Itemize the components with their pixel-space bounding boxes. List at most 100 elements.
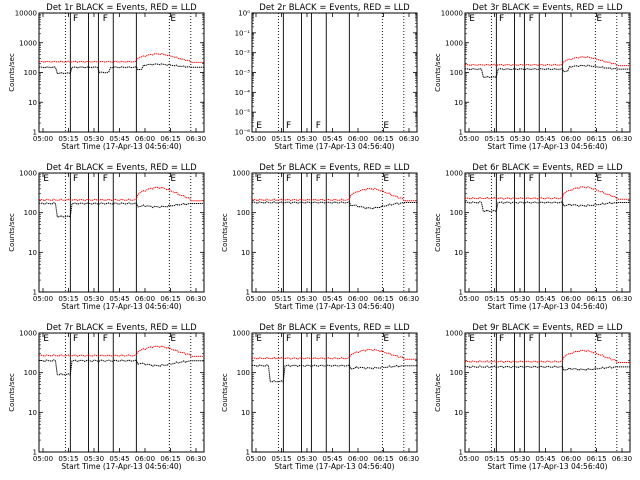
plot-frame [251, 172, 418, 293]
lld-series-line [251, 187, 417, 202]
x-tick-label: 06:30 [186, 295, 206, 303]
x-tick-label: 05:15 [58, 135, 78, 143]
plot-frame [464, 12, 631, 133]
y-axis-label: Counts/sec [8, 53, 16, 92]
mode-flag: E [469, 174, 475, 184]
y-tick-label: 100 [24, 369, 37, 377]
panel-title: Det 7r BLACK = Events, RED = LLD [46, 323, 197, 333]
plot-frame [251, 12, 418, 133]
x-tick-label: 05:15 [484, 135, 504, 143]
mode-flag: F [499, 174, 504, 184]
y-tick-label: 10 [454, 249, 463, 257]
x-tick-label: 05:15 [271, 135, 291, 143]
lld-series-line [251, 348, 417, 360]
mode-flag: F [73, 14, 78, 24]
x-axis-label: Start Time (17-Apr-13 04:56:40) [487, 302, 607, 311]
x-tick-label: 06:00 [561, 455, 581, 463]
panel-title: Det 6r BLACK = Events, RED = LLD [472, 163, 623, 173]
plot-frame [38, 172, 205, 293]
x-tick-label: 06:15 [586, 455, 606, 463]
x-tick-label: 05:00 [459, 135, 479, 143]
x-tick-label: 05:00 [246, 455, 266, 463]
mode-flag: F [286, 174, 291, 184]
plot-frame [38, 332, 205, 453]
mode-flag: F [103, 174, 108, 184]
mode-flag: F [286, 121, 291, 131]
mode-flag: E [170, 174, 176, 184]
x-tick-label: 06:00 [348, 295, 368, 303]
events-series-line [465, 64, 630, 79]
y-tick-label: 100 [450, 209, 463, 217]
mode-flag: F [73, 334, 78, 344]
mode-flag: F [529, 174, 534, 184]
panel-title: Det 1r BLACK = Events, RED = LLD [46, 3, 197, 13]
mode-flag: E [170, 334, 176, 344]
lld-series-line [38, 186, 204, 202]
x-tick-label: 05:30 [84, 455, 104, 463]
lld-series-line [39, 53, 204, 63]
y-tick-label: 10⁻³ [235, 69, 251, 77]
y-tick-label: 100 [237, 209, 250, 217]
x-tick-label: 06:15 [373, 295, 393, 303]
x-axis-label: Start Time (17-Apr-13 04:56:40) [274, 142, 394, 151]
y-tick-label: 10⁻⁶ [235, 129, 251, 137]
mode-flag: F [286, 334, 291, 344]
x-tick-label: 06:15 [160, 455, 180, 463]
y-axis-label: Counts/sec [8, 213, 16, 252]
y-tick-label: 1 [33, 449, 37, 457]
x-tick-label: 06:15 [160, 135, 180, 143]
panel-det-6: Det 6r BLACK = Events, RED = LLD 1 10 100 10… [434, 163, 632, 311]
mode-flag: E [383, 121, 389, 131]
panel-det-3: Det 3r BLACK = Events, RED = LLD 1 10 100 10… [434, 3, 632, 151]
mode-flag: E [596, 334, 602, 344]
events-series-line [251, 364, 417, 384]
x-tick-label: 06:15 [586, 135, 606, 143]
x-tick-label: 05:30 [297, 455, 317, 463]
plot-frame [464, 332, 631, 453]
events-series-line [38, 202, 204, 219]
mode-flag: F [103, 14, 108, 24]
x-tick-label: 05:30 [510, 455, 530, 463]
x-tick-label: 05:45 [322, 135, 342, 143]
x-tick-label: 06:30 [612, 135, 632, 143]
panel-det-7: Det 7r BLACK = Events, RED = LLD 1 10 100 10… [8, 323, 206, 471]
x-tick-label: 05:45 [109, 135, 129, 143]
x-tick-label: 06:15 [586, 295, 606, 303]
plot-frame [251, 332, 418, 453]
mode-flag: F [316, 334, 321, 344]
x-tick-label: 05:30 [84, 135, 104, 143]
mode-flag: F [103, 334, 108, 344]
y-tick-label: 10000 [441, 10, 463, 18]
y-tick-label: 10 [241, 409, 250, 417]
y-tick-label: 10000 [15, 10, 37, 18]
y-tick-label: 10⁰ [238, 10, 250, 18]
x-axis-label: Start Time (17-Apr-13 04:56:40) [274, 302, 394, 311]
x-tick-label: 05:30 [510, 135, 530, 143]
x-tick-label: 06:30 [186, 455, 206, 463]
x-tick-label: 06:15 [373, 455, 393, 463]
y-tick-label: 1 [459, 289, 463, 297]
x-tick-label: 05:45 [535, 295, 555, 303]
y-tick-label: 10 [241, 249, 250, 257]
mode-flag: E [170, 14, 176, 24]
events-series-line [38, 359, 204, 377]
x-tick-label: 05:45 [322, 455, 342, 463]
panel-det-5: Det 5r BLACK = Events, RED = LLD 1 10 100 10… [221, 163, 419, 311]
panel-title: Det 4r BLACK = Events, RED = LLD [46, 163, 197, 173]
y-tick-label: 100 [237, 369, 250, 377]
x-tick-label: 05:15 [271, 295, 291, 303]
events-series-line [251, 201, 417, 210]
y-tick-label: 10 [28, 409, 37, 417]
y-tick-label: 100 [450, 369, 463, 377]
y-tick-label: 1 [246, 289, 250, 297]
y-tick-label: 1000 [445, 39, 463, 47]
x-tick-label: 05:45 [535, 135, 555, 143]
y-tick-label: 1000 [445, 330, 463, 338]
panel-det-8: Det 8r BLACK = Events, RED = LLD 1 10 100 10… [221, 323, 419, 471]
x-axis-label: Start Time (17-Apr-13 04:56:40) [61, 462, 181, 471]
x-tick-label: 05:00 [33, 295, 53, 303]
y-axis-label: Counts/sec [221, 373, 229, 412]
x-tick-label: 05:30 [510, 295, 530, 303]
y-tick-label: 10 [28, 99, 37, 107]
